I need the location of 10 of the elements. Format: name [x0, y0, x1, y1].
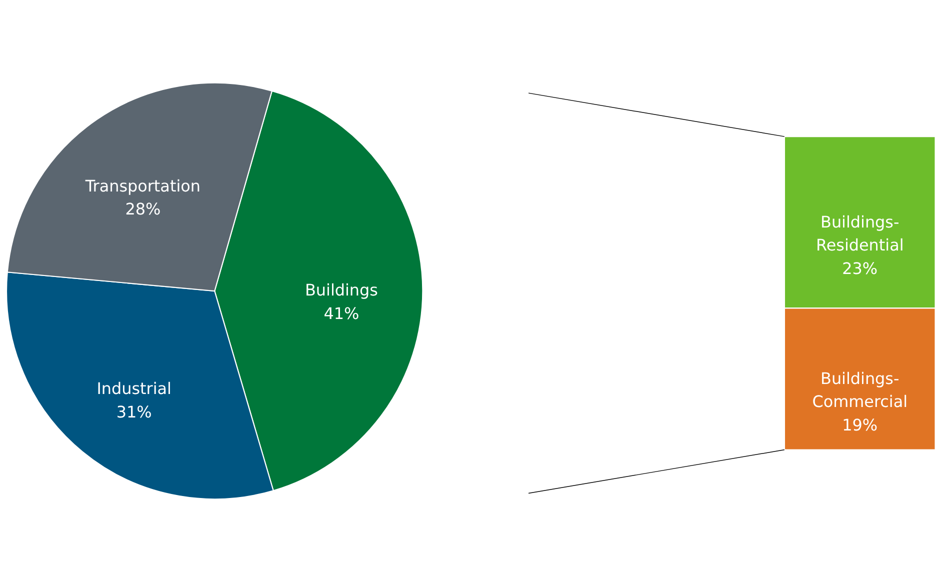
- series-label: Buildings-Residential: [816, 212, 904, 255]
- data-label: 31%: [116, 402, 152, 422]
- slice-label: Transportation: [84, 176, 200, 196]
- data-label: 19%: [842, 415, 878, 434]
- slice-label: Buildings: [305, 280, 378, 300]
- data-label: 23%: [842, 258, 878, 278]
- series-label: Buildings-Commercial: [812, 369, 908, 412]
- data-label: 28%: [125, 200, 161, 219]
- slice-label: Industrial: [96, 379, 172, 398]
- data-label: 41%: [324, 304, 360, 323]
